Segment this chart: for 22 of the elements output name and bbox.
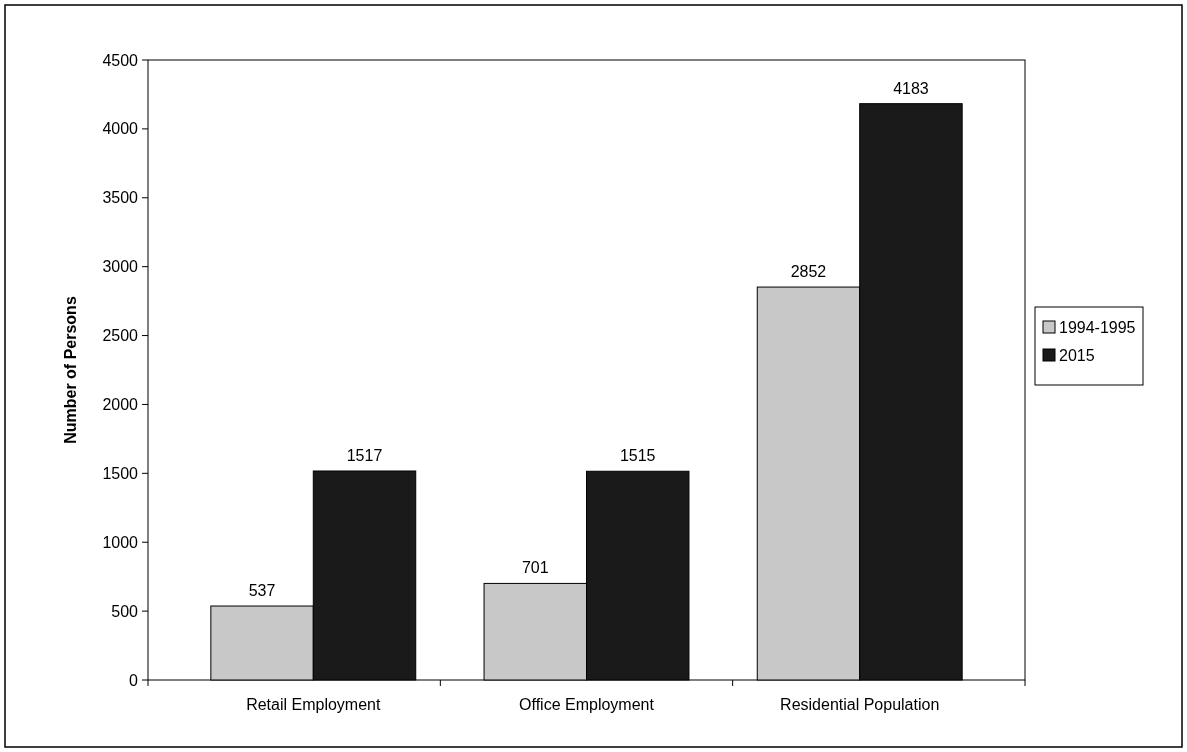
x-tick-label: Retail Employment [246, 696, 381, 713]
y-tick-label: 3000 [102, 258, 139, 276]
data-label: 537 [248, 582, 276, 600]
data-label: 1515 [619, 447, 656, 465]
y-tick-label: 4000 [102, 120, 139, 138]
y-tick-label: 1500 [102, 464, 139, 482]
data-label: 2852 [790, 263, 827, 281]
y-tick-label: 500 [111, 602, 139, 620]
data-label: 701 [521, 559, 549, 577]
y-tick-label: 1000 [102, 533, 139, 551]
data-label: 4183 [893, 79, 929, 97]
data-label: 1517 [346, 446, 383, 464]
x-tick-label: Residential Population [780, 696, 940, 713]
legend-label: 2015 [1059, 346, 1095, 364]
y-tick-label: 3500 [102, 189, 139, 207]
x-tick-label: Office Employment [519, 696, 655, 713]
y-axis-title: Number of Persons [62, 296, 79, 444]
y-tick-label: 2000 [102, 396, 139, 414]
y-tick-label: 4500 [102, 51, 139, 69]
y-tick-label: 2500 [102, 327, 139, 345]
legend-label: 1994-1995 [1059, 318, 1136, 336]
y-tick-label: 0 [129, 671, 139, 689]
